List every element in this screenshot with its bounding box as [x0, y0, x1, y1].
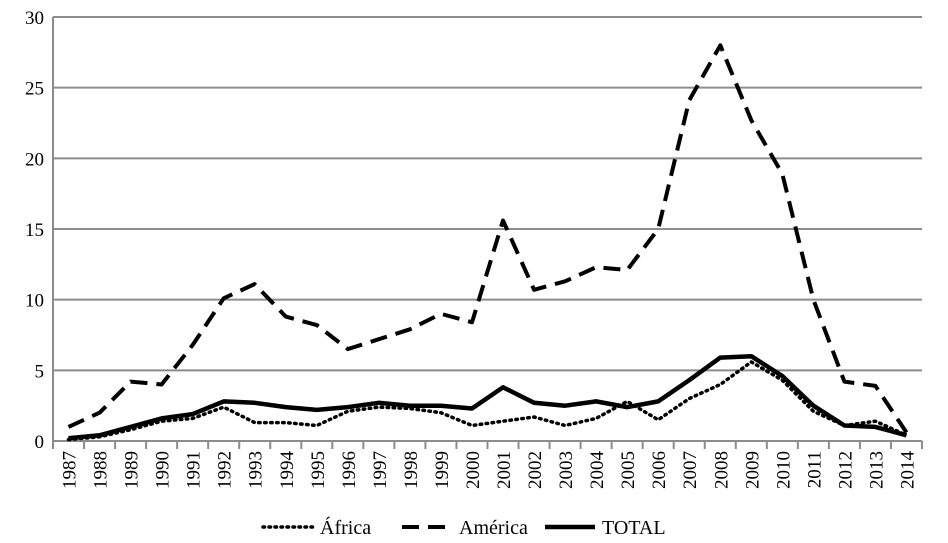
x-tick-label: 2011 [804, 451, 825, 488]
y-tick-label: 25 [25, 79, 44, 100]
x-tick-label: 2001 [494, 451, 515, 489]
y-tick-label: 0 [35, 432, 45, 453]
legend: África América TOTAL [261, 516, 666, 539]
x-tick-label: 2002 [525, 451, 546, 489]
x-tick-label: 2007 [680, 451, 701, 489]
x-tick-label: 2012 [835, 451, 856, 489]
x-tick-label: 1991 [184, 451, 205, 489]
series-line-am-rica [67, 43, 909, 434]
y-axis-ticks: 0 5 10 15 20 25 30 [25, 8, 44, 453]
x-tick-label: 2006 [649, 451, 670, 489]
x-axis: 1987 1988 1989 1990 1991 1992 1993 1994 1995 1996… [52, 440, 923, 490]
x-tick-label: 1998 [401, 451, 422, 489]
x-tick-label: 2013 [866, 451, 887, 489]
legend-label: TOTAL [602, 517, 666, 539]
x-tick-label: 1988 [91, 451, 112, 489]
series-line--frica [66, 360, 909, 442]
x-tick-label: 2014 [897, 451, 918, 490]
series-line-total [68, 353, 908, 441]
x-tick-label: 2010 [773, 451, 794, 489]
y-tick-label: 15 [25, 220, 44, 241]
x-tick-label: 1987 [60, 451, 81, 489]
series-lines [66, 43, 909, 442]
y-tick-label: 30 [25, 8, 44, 29]
x-tick-label: 1997 [370, 451, 391, 489]
y-tick-label: 20 [25, 149, 44, 170]
x-tick-label: 1989 [122, 451, 143, 489]
x-tick-label: 1996 [339, 451, 360, 489]
x-tick-label: 1993 [246, 451, 267, 489]
x-tick-label: 1992 [215, 451, 236, 489]
legend-label: América [459, 517, 528, 539]
x-tick-label: 1999 [432, 451, 453, 489]
x-tick-label: 2009 [742, 451, 763, 489]
y-tick-label: 10 [25, 291, 44, 312]
x-tick-label: 1990 [153, 451, 174, 489]
x-tick-label: 2004 [587, 451, 608, 490]
y-tick-label: 5 [35, 361, 45, 382]
x-tick-label: 2003 [556, 451, 577, 489]
legend-label: África [320, 516, 371, 539]
x-tick-label: 2000 [463, 451, 484, 489]
x-tick-label: 2005 [618, 451, 639, 489]
x-tick-label: 2008 [711, 451, 732, 489]
gridlines [52, 16, 922, 442]
x-tick-label: 1995 [308, 451, 329, 489]
x-tick-label: 1994 [277, 451, 298, 490]
